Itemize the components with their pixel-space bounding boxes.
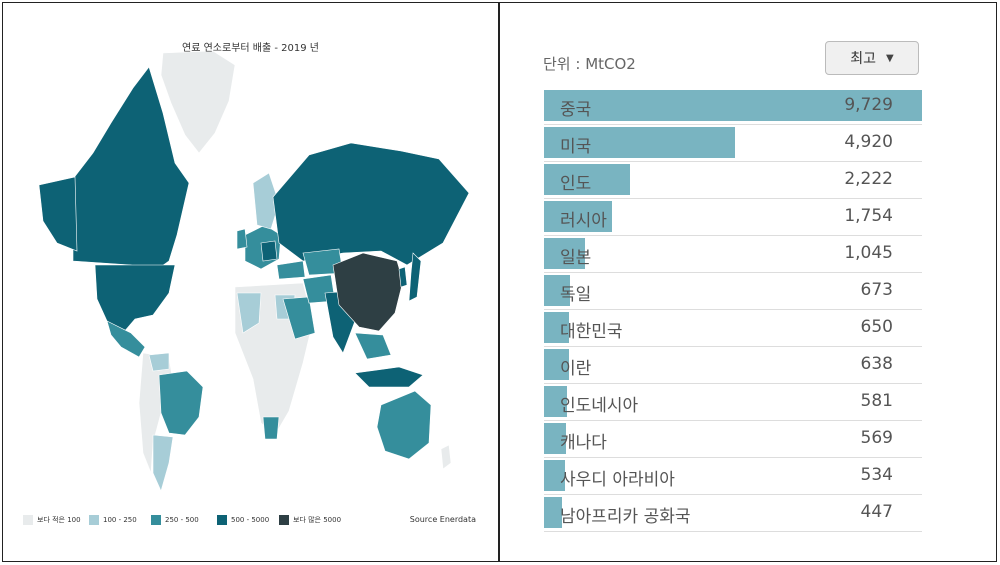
legend-swatch <box>23 515 33 525</box>
legend-label: 보다 많은 5000 <box>293 516 342 524</box>
world-map[interactable] <box>3 3 500 563</box>
bar-mark <box>544 164 631 195</box>
sort-dropdown-label: 최고 <box>850 51 877 67</box>
bar-mark <box>544 312 570 343</box>
legend-item-less-100[interactable]: 보다 적은 100 <box>23 513 81 527</box>
bar-row[interactable]: 러시아 1,754 <box>544 199 922 236</box>
bar-row[interactable]: 중국 9,729 <box>544 88 922 125</box>
caret-down-icon: ▼ <box>886 52 894 64</box>
bar-mark <box>544 127 736 158</box>
region-china[interactable] <box>332 252 404 332</box>
bar-mark <box>544 386 567 417</box>
region-scandinavia[interactable] <box>252 172 280 230</box>
region-turkey[interactable] <box>276 260 306 280</box>
legend-item-more-5000[interactable]: 보다 많은 5000 <box>279 513 341 527</box>
bar-category-label: 남아프리카 공화국 <box>560 507 691 527</box>
bar-category-label: 중국 <box>560 100 592 120</box>
region-greenland[interactable] <box>160 50 236 154</box>
bar-category-label: 일본 <box>560 248 592 268</box>
bar-category-label: 대한민국 <box>560 322 623 342</box>
bar-category-label: 이란 <box>560 359 592 379</box>
region-new-zealand[interactable] <box>440 444 452 470</box>
region-russia[interactable] <box>272 142 470 266</box>
bar-value-label: 4,920 <box>844 132 893 152</box>
bar-row[interactable]: 사우디 아라비아 534 <box>544 458 922 495</box>
bar-category-label: 독일 <box>560 285 592 305</box>
bar-value-label: 638 <box>860 354 893 374</box>
region-southeast-asia[interactable] <box>354 332 392 360</box>
region-argentina[interactable] <box>152 434 174 492</box>
legend-item-500-5000[interactable]: 500 - 5000 <box>217 513 269 527</box>
map-source: Source Enerdata <box>409 515 476 524</box>
bar-value-label: 569 <box>860 428 893 448</box>
region-korea[interactable] <box>398 266 408 288</box>
bar-value-label: 1,754 <box>844 206 893 226</box>
map-panel: 연료 연소로부터 배출 - 2019 년 보다 적은 100 100 - 250… <box>2 2 499 562</box>
region-mexico[interactable] <box>106 320 146 358</box>
legend-label: 보다 적은 100 <box>37 516 81 524</box>
legend-item-250-500[interactable]: 250 - 500 <box>151 513 199 527</box>
bar-category-label: 인도 <box>560 174 592 194</box>
bar-value-label: 1,045 <box>844 243 893 263</box>
region-australia[interactable] <box>376 390 432 460</box>
bar-mark <box>544 275 571 306</box>
bar-row[interactable]: 이란 638 <box>544 347 922 384</box>
sort-dropdown[interactable]: 최고 ▼ <box>825 41 919 75</box>
map-title: 연료 연소로부터 배출 - 2019 년 <box>182 43 319 54</box>
region-germany[interactable] <box>260 240 278 262</box>
bar-value-label: 650 <box>860 317 893 337</box>
region-japan[interactable] <box>408 252 422 302</box>
bar-mark <box>544 90 922 121</box>
legend-swatch <box>151 515 161 525</box>
region-brazil[interactable] <box>158 370 204 436</box>
region-uk[interactable] <box>236 228 248 250</box>
bar-category-label: 인도네시아 <box>560 396 639 416</box>
bar-category-label: 미국 <box>560 137 592 157</box>
bar-value-label: 2,222 <box>844 169 893 189</box>
bar-value-label: 534 <box>860 465 893 485</box>
bar-mark <box>544 201 613 232</box>
bar-row[interactable]: 미국 4,920 <box>544 125 922 162</box>
bar-mark <box>544 238 585 269</box>
region-alaska[interactable] <box>38 176 78 252</box>
bar-value-label: 9,729 <box>844 95 893 115</box>
legend-swatch <box>89 515 99 525</box>
region-south-africa[interactable] <box>262 416 280 440</box>
legend-item-100-250[interactable]: 100 - 250 <box>89 513 137 527</box>
bar-value-label: 447 <box>860 502 893 522</box>
bar-mark <box>544 423 567 454</box>
legend-label: 250 - 500 <box>165 516 199 524</box>
region-usa[interactable] <box>94 264 176 334</box>
bar-row[interactable]: 일본 1,045 <box>544 236 922 273</box>
bar-value-label: 673 <box>860 280 893 300</box>
bar-mark <box>544 460 565 491</box>
legend-label: 500 - 5000 <box>231 516 270 524</box>
region-venezuela[interactable] <box>148 352 170 372</box>
bar-row[interactable]: 대한민국 650 <box>544 310 922 347</box>
bar-category-label: 캐나다 <box>560 433 607 453</box>
bar-row[interactable]: 독일 673 <box>544 273 922 310</box>
legend-swatch <box>217 515 227 525</box>
legend-swatch <box>279 515 289 525</box>
bar-category-label: 사우디 아라비아 <box>560 470 675 490</box>
bar-row[interactable]: 캐나다 569 <box>544 421 922 458</box>
legend-label: 100 - 250 <box>103 516 137 524</box>
region-saudi-arabia[interactable] <box>282 296 316 340</box>
unit-label: 단위 : MtCO2 <box>543 55 636 73</box>
bar-value-label: 581 <box>860 391 893 411</box>
bar-row[interactable]: 인도네시아 581 <box>544 384 922 421</box>
bar-row[interactable]: 남아프리카 공화국 447 <box>544 495 922 532</box>
map-legend: 보다 적은 100 100 - 250 250 - 500 500 - 5000… <box>23 513 493 529</box>
bar-row[interactable]: 인도 2,222 <box>544 162 922 199</box>
bar-mark <box>544 497 562 528</box>
bar-category-label: 러시아 <box>560 211 607 231</box>
region-algeria[interactable] <box>236 292 262 334</box>
bar-mark <box>544 349 569 380</box>
region-indonesia[interactable] <box>354 366 424 388</box>
ranking-panel: 단위 : MtCO2 최고 ▼ 중국 9,729 미국 4,920 인도 2,222 러시아… <box>499 2 997 562</box>
